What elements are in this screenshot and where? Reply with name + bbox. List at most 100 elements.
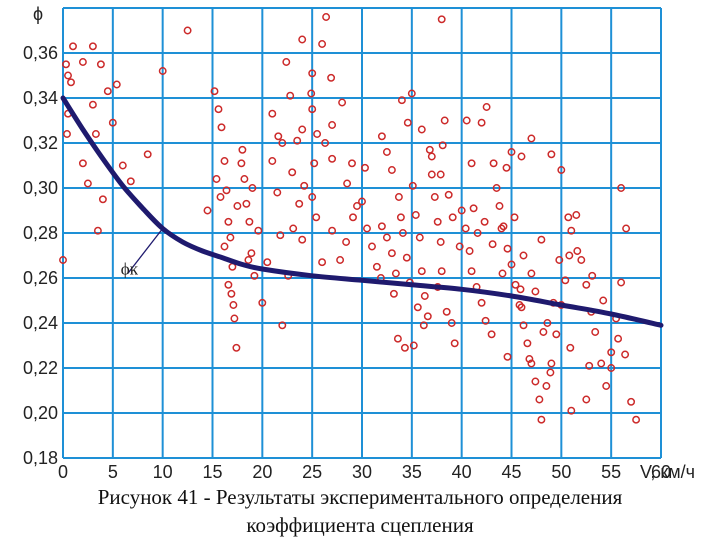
data-point — [387, 166, 396, 174]
data-point — [614, 334, 623, 343]
data-point — [254, 226, 263, 235]
data-point — [547, 150, 556, 159]
data-point — [565, 251, 574, 260]
x-tick-label: 0 — [58, 462, 68, 482]
data-point — [398, 229, 407, 237]
data-points — [59, 13, 641, 424]
data-point — [535, 395, 544, 404]
data-point — [237, 159, 246, 168]
data-point — [288, 168, 297, 177]
data-point — [336, 256, 345, 264]
data-point — [276, 231, 285, 240]
data-point — [328, 154, 337, 163]
data-point — [622, 224, 631, 233]
data-point — [63, 130, 71, 138]
data-point — [489, 159, 498, 168]
data-point — [436, 238, 445, 246]
data-point — [617, 184, 626, 192]
data-point — [278, 139, 287, 147]
data-point — [248, 184, 257, 192]
data-point — [91, 130, 100, 138]
y-axis-label: ϕ — [33, 4, 43, 24]
data-point — [582, 395, 591, 404]
data-point — [232, 343, 241, 352]
data-point — [531, 287, 540, 296]
data-point — [492, 184, 501, 192]
data-point — [523, 339, 532, 348]
x-tick-label: 25 — [302, 462, 322, 482]
x-tick-labels: 0 5 10 15 20 25 30 35 40 45 50 55 60 — [58, 462, 671, 482]
data-point — [349, 213, 357, 222]
data-point — [238, 145, 247, 154]
data-point — [274, 132, 283, 141]
data-point — [469, 204, 478, 213]
data-point — [377, 222, 386, 231]
data-point — [387, 249, 396, 258]
data-point — [585, 361, 594, 370]
data-point — [69, 42, 77, 51]
data-point — [423, 312, 432, 321]
data-point — [627, 397, 636, 406]
x-tick-label: 45 — [501, 462, 521, 482]
y-tick-label: 0,28 — [23, 223, 58, 243]
y-tick-label: 0,18 — [23, 448, 58, 468]
data-point — [229, 301, 238, 309]
data-point — [437, 15, 446, 24]
x-tick-label: 20 — [252, 462, 272, 482]
data-point — [566, 343, 575, 352]
data-point — [158, 67, 167, 75]
data-point — [438, 141, 447, 150]
data-point — [233, 202, 242, 210]
data-point — [482, 103, 491, 111]
data-point — [263, 258, 272, 267]
data-point — [247, 249, 256, 258]
data-point — [310, 159, 319, 168]
data-point — [397, 96, 406, 105]
data-point — [448, 213, 457, 222]
data-point — [328, 121, 337, 129]
data-point — [602, 382, 611, 390]
data-point — [411, 211, 420, 219]
data-point — [417, 125, 426, 134]
data-point — [258, 298, 267, 307]
data-point — [298, 35, 307, 44]
data-point — [83, 179, 92, 188]
x-tick-label: 50 — [551, 462, 571, 482]
data-point — [427, 170, 436, 179]
data-point — [212, 175, 221, 183]
data-point — [537, 235, 546, 244]
data-point — [425, 145, 434, 154]
data-point — [216, 193, 225, 201]
y-tick-label: 0,22 — [23, 358, 58, 378]
grid — [62, 7, 662, 459]
data-point — [497, 224, 506, 233]
data-point — [417, 267, 426, 276]
y-tick-label: 0,30 — [23, 178, 58, 198]
y-tick-label: 0,20 — [23, 403, 58, 423]
data-point — [313, 130, 322, 138]
data-point — [318, 258, 327, 267]
data-point — [400, 343, 409, 352]
data-point — [220, 242, 229, 251]
data-point — [210, 87, 219, 96]
data-point — [227, 289, 236, 298]
data-point — [342, 238, 351, 246]
data-point — [507, 148, 516, 156]
data-point — [617, 278, 626, 287]
data-point — [465, 247, 474, 255]
data-point — [278, 321, 287, 330]
data-point — [321, 139, 330, 147]
data-point — [607, 364, 616, 372]
data-point — [632, 415, 641, 424]
trend-curve — [60, 95, 664, 328]
x-tick-label: 10 — [153, 462, 173, 482]
data-point — [525, 355, 534, 363]
data-point — [621, 350, 630, 359]
x-tick-label: 35 — [402, 462, 422, 482]
data-point — [415, 233, 424, 242]
data-point — [597, 359, 606, 368]
data-point — [245, 217, 254, 226]
y-tick-label: 0,24 — [23, 313, 58, 333]
data-point — [467, 159, 476, 168]
data-point — [242, 199, 251, 208]
